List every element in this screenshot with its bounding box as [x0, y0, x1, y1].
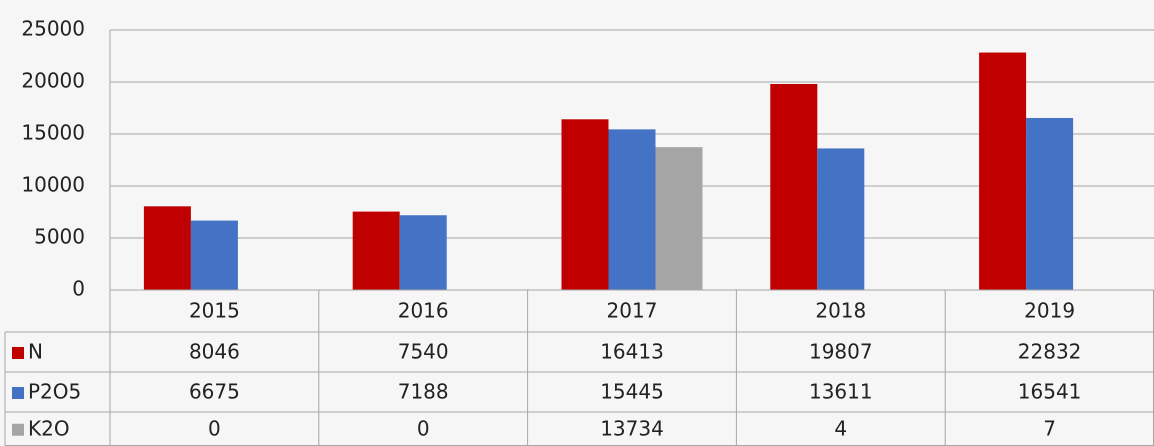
bar — [655, 147, 703, 290]
table-value: 13734 — [600, 416, 664, 440]
table-value: 19807 — [809, 340, 873, 364]
bar — [1026, 117, 1074, 290]
bar — [817, 148, 865, 290]
legend-label: P2O5 — [28, 380, 81, 404]
table-value: 16541 — [1018, 380, 1082, 404]
table-value: 4 — [834, 416, 847, 440]
bar — [979, 52, 1027, 291]
y-tick-label: 25000 — [21, 17, 85, 41]
table-value: 7 — [1043, 416, 1056, 440]
table-value: 15445 — [600, 380, 664, 404]
x-tick-label: 2017 — [607, 299, 658, 323]
legend-key — [12, 423, 24, 436]
x-tick-label: 2015 — [189, 299, 240, 323]
table-value: 8046 — [189, 340, 240, 364]
table-value: 6675 — [189, 380, 240, 404]
y-tick-label: 15000 — [21, 121, 85, 145]
x-tick-label: 2018 — [815, 299, 866, 323]
legend-key — [12, 387, 24, 399]
table-value: 7540 — [398, 340, 449, 364]
x-tick-label: 2019 — [1024, 299, 1075, 323]
y-tick-label: 5000 — [34, 225, 85, 249]
y-tick-label: 0 — [72, 277, 85, 301]
bar — [143, 206, 191, 290]
bar — [561, 119, 609, 290]
bar — [352, 211, 400, 290]
legend-key — [12, 347, 24, 359]
table-value: 13611 — [809, 380, 873, 404]
y-tick-label: 10000 — [21, 173, 85, 197]
bar — [190, 220, 238, 290]
x-tick-label: 2016 — [398, 299, 449, 323]
table-value: 16413 — [600, 340, 664, 364]
legend-label: N — [28, 340, 43, 364]
bar — [608, 129, 656, 290]
table-value: 7188 — [398, 380, 449, 404]
table-value: 0 — [208, 416, 221, 440]
table-value: 22832 — [1018, 340, 1082, 364]
y-tick-label: 20000 — [21, 69, 85, 93]
legend-label: K2O — [28, 416, 70, 440]
bar — [399, 215, 447, 290]
table-value: 0 — [417, 416, 430, 440]
bar — [770, 84, 818, 290]
